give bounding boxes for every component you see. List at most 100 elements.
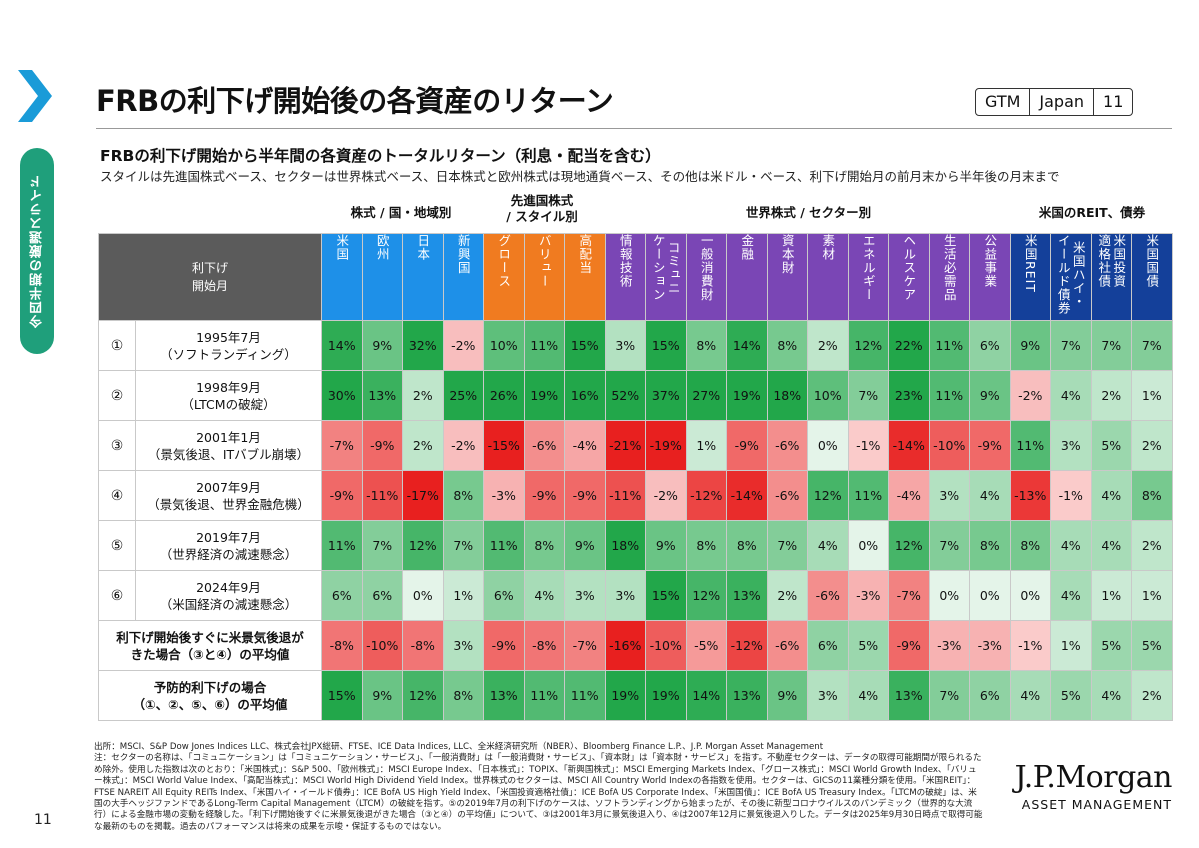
value-text: 19%: [611, 688, 640, 703]
group-label-style-line1: 先進国株式: [510, 193, 574, 208]
value-text: 11%: [327, 538, 356, 553]
column-header-12: 素材: [807, 233, 849, 321]
value-cell: 4%: [1050, 570, 1092, 621]
value-cell: -2%: [1009, 370, 1051, 421]
row-label-line: 1995年7月: [196, 329, 261, 345]
value-cell: -7%: [564, 620, 606, 671]
value-cell: 3%: [442, 620, 484, 671]
value-cell: 10%: [807, 370, 849, 421]
value-text: 3%: [939, 488, 960, 503]
value-text: 4%: [1060, 588, 1081, 603]
value-cell: 7%: [1131, 320, 1173, 371]
value-cell: -12%: [726, 620, 768, 671]
value-text: 0%: [858, 538, 879, 553]
value-cell: 2%: [807, 320, 849, 371]
table-row: ⑤ 2019年7月 （世界経済の減速懸念） 11% 7% 12% 7% 11% 8% 9% 18% 9…: [98, 520, 1173, 571]
source-notes: 出所：MSCI、S&P Dow Jones Indices LLC、株式会社JP…: [94, 742, 984, 833]
value-text: 3%: [453, 638, 474, 653]
value-text: 4%: [817, 538, 838, 553]
value-text: 9%: [372, 338, 393, 353]
value-cell: 19%: [645, 670, 687, 721]
row-index: ⑥: [98, 570, 136, 621]
value-text: 4%: [534, 588, 555, 603]
column-header-label: 日本: [415, 234, 431, 261]
value-cell: 15%: [645, 570, 687, 621]
value-text: -9%: [329, 488, 354, 503]
value-text: 4%: [1060, 538, 1081, 553]
value-text: -6%: [775, 638, 800, 653]
gtm-badge-region: Japan: [1029, 89, 1093, 115]
value-cell: -14%: [888, 420, 930, 471]
value-cell: 6%: [969, 670, 1011, 721]
row-label-line: （景気後退、世界金融危機）: [147, 496, 310, 512]
value-cell: 13%: [483, 670, 525, 721]
value-text: -6%: [775, 488, 800, 503]
value-text: 13%: [489, 688, 518, 703]
value-text: 11%: [570, 688, 599, 703]
value-text: 6%: [493, 588, 514, 603]
value-text: -10%: [366, 638, 399, 653]
column-header-4: グロース: [483, 233, 525, 321]
value-text: 11%: [489, 538, 518, 553]
average-row-label-line: きた場合（③と④）の平均値: [130, 646, 290, 662]
value-text: -19%: [649, 438, 682, 453]
value-text: -2%: [451, 338, 476, 353]
value-text: 14%: [732, 338, 761, 353]
value-cell: -2%: [442, 320, 484, 371]
value-text: 7%: [372, 538, 393, 553]
value-cell: -7%: [321, 420, 363, 471]
value-cell: 19%: [726, 370, 768, 421]
value-text: 2%: [817, 338, 838, 353]
value-cell: -8%: [321, 620, 363, 671]
value-cell: 8%: [442, 470, 484, 521]
value-cell: 0%: [1009, 570, 1051, 621]
value-cell: -4%: [888, 470, 930, 521]
value-cell: 11%: [483, 520, 525, 571]
value-text: -8%: [532, 638, 557, 653]
logo-tagline: ASSET MANAGEMENT: [1021, 797, 1172, 812]
value-cell: 7%: [442, 520, 484, 571]
jpmorgan-logo: J.P.Morgan ASSET MANAGEMENT: [1002, 760, 1173, 812]
value-text: 7%: [1101, 338, 1122, 353]
value-text: 0%: [817, 438, 838, 453]
value-text: 19%: [732, 388, 761, 403]
value-cell: -9%: [969, 420, 1011, 471]
value-cell: 8%: [1131, 470, 1173, 521]
value-cell: 2%: [1090, 370, 1132, 421]
value-cell: 1%: [685, 420, 727, 471]
value-cell: 11%: [523, 670, 565, 721]
value-text: 0%: [412, 588, 433, 603]
column-header-14: ヘルスケア: [888, 233, 930, 321]
value-text: -9%: [896, 638, 921, 653]
row-label-line: （世界経済の減速懸念）: [159, 546, 298, 562]
value-text: -14%: [730, 488, 763, 503]
row-label-line: 1998年9月: [196, 379, 261, 395]
value-text: -9%: [491, 638, 516, 653]
value-cell: 4%: [1090, 520, 1132, 571]
value-cell: 7%: [928, 670, 970, 721]
value-text: 13%: [732, 588, 761, 603]
group-label-country: 株式 / 国・地域別: [350, 205, 452, 220]
value-cell: 3%: [928, 470, 970, 521]
value-text: 7%: [453, 538, 474, 553]
value-cell: 13%: [888, 670, 930, 721]
group-label-reit: 米国のREIT、債券: [1038, 205, 1146, 220]
value-text: 4%: [858, 688, 879, 703]
value-cell: -10%: [928, 420, 970, 471]
value-text: -9%: [532, 488, 557, 503]
value-cell: 3%: [604, 320, 646, 371]
value-text: 7%: [939, 538, 960, 553]
row-label-line: （景気後退、ITバブル崩壊）: [147, 446, 310, 462]
value-cell: 7%: [847, 370, 889, 421]
value-cell: 8%: [685, 520, 727, 571]
value-cell: 4%: [1050, 520, 1092, 571]
value-cell: -11%: [361, 470, 403, 521]
value-text: 7%: [1141, 338, 1162, 353]
value-cell: 9%: [1009, 320, 1051, 371]
source-line: 注：セクターの名称は、「コミュニケーション」は「コミュニケーション・サービス」、…: [94, 753, 983, 832]
value-cell: 8%: [726, 520, 768, 571]
value-text: -6%: [815, 588, 840, 603]
value-text: 7%: [1060, 338, 1081, 353]
value-cell: -1%: [847, 420, 889, 471]
value-cell: 11%: [928, 370, 970, 421]
